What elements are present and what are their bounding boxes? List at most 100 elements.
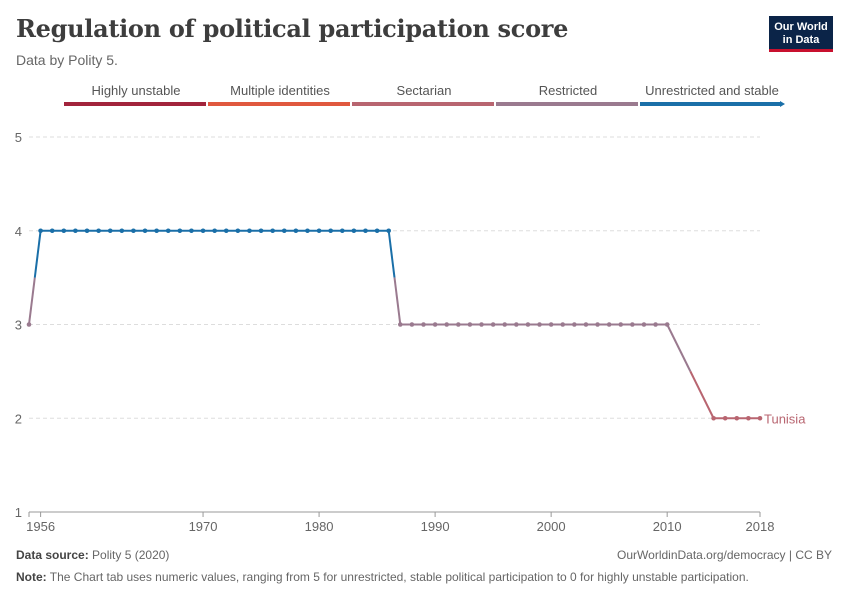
x-tick-label: 2018 — [746, 519, 775, 534]
source-text[interactable]: Polity 5 (2020) — [92, 548, 170, 562]
attribution-link[interactable]: OurWorldinData.org/democracy | CC BY — [617, 548, 832, 562]
data-point — [467, 322, 473, 327]
data-point — [548, 322, 554, 327]
x-tick-label: 2010 — [653, 519, 682, 534]
data-point — [154, 228, 159, 234]
legend-label: Sectarian — [397, 83, 452, 98]
series-segment — [689, 370, 715, 419]
data-point — [722, 415, 728, 421]
data-point — [595, 322, 600, 327]
data-point — [328, 228, 333, 234]
x-tick-label: 2000 — [537, 519, 566, 534]
series-segment — [666, 324, 692, 372]
data-point — [432, 322, 438, 327]
owid-logo[interactable]: Our World in Data — [769, 16, 833, 52]
data-point — [746, 415, 751, 421]
logo-line-1: Our World — [774, 21, 828, 33]
series-label: Tunisia — [764, 411, 806, 426]
x-tick-label: 1980 — [305, 519, 334, 534]
data-point — [653, 322, 658, 327]
data-point — [479, 322, 484, 327]
data-point — [107, 228, 113, 234]
data-point — [618, 322, 624, 327]
legend-label: Unrestricted and stable — [645, 83, 779, 98]
legend-swatch — [208, 102, 350, 106]
data-point — [630, 322, 635, 327]
legend-label: Restricted — [539, 83, 598, 98]
legend-label: Highly unstable — [92, 83, 181, 98]
data-point — [502, 322, 508, 327]
data-point — [235, 228, 241, 234]
data-point — [711, 415, 716, 421]
data-point — [456, 322, 461, 327]
source-label: Data source: — [16, 548, 89, 562]
data-point — [757, 415, 763, 421]
data-point — [351, 228, 357, 234]
data-point — [49, 228, 55, 234]
data-point — [398, 322, 403, 327]
data-point — [339, 228, 345, 234]
line-chart: Highly unstable Multiple identities Sectar… — [15, 83, 806, 534]
data-point — [305, 228, 310, 234]
legend-swatch — [64, 102, 206, 106]
data-point — [142, 228, 148, 234]
legend-label: Multiple identities — [230, 83, 330, 98]
data-point — [200, 228, 206, 234]
data-point — [247, 228, 252, 234]
data-point — [281, 228, 287, 234]
legend-arrow — [780, 101, 785, 107]
data-point — [73, 228, 78, 234]
data-point — [26, 322, 32, 327]
note-label: Note: — [16, 570, 47, 584]
data-point — [421, 322, 426, 327]
data-point — [84, 228, 90, 234]
data-point — [560, 322, 566, 327]
data-point — [409, 322, 415, 327]
data-point — [514, 322, 519, 327]
data-point — [444, 322, 450, 327]
data-point — [664, 322, 670, 327]
x-tick-label: 1970 — [189, 519, 218, 534]
data-source: Data source: Polity 5 (2020) — [16, 548, 169, 562]
y-tick-label: 5 — [15, 130, 22, 145]
data-point — [96, 228, 101, 234]
note-text: The Chart tab uses numeric values, rangi… — [49, 570, 749, 584]
data-point — [583, 322, 589, 327]
series-segment — [33, 230, 42, 278]
series-segment — [28, 277, 36, 325]
x-tick-label: 1990 — [421, 519, 450, 534]
data-point — [734, 415, 740, 421]
data-point — [316, 228, 322, 234]
legend-swatch — [640, 102, 780, 106]
data-point — [386, 228, 391, 234]
data-point — [131, 228, 136, 234]
chart-note: Note: The Chart tab uses numeric values,… — [16, 570, 836, 584]
y-tick-label: 1 — [15, 505, 22, 520]
data-point — [572, 322, 577, 327]
chart-subtitle: Data by Polity 5. — [16, 52, 118, 68]
data-point — [165, 228, 171, 234]
y-tick-label: 4 — [15, 224, 22, 239]
series-segment — [393, 277, 402, 325]
data-point — [537, 322, 542, 327]
legend-swatch — [352, 102, 494, 106]
data-point — [212, 228, 217, 234]
legend-swatch — [496, 102, 638, 106]
series-segment — [387, 230, 396, 278]
x-tick-label: 1956 — [26, 519, 55, 534]
data-point — [374, 228, 380, 234]
y-tick-label: 3 — [15, 318, 22, 333]
data-point — [363, 228, 368, 234]
data-point — [38, 228, 43, 234]
logo-line-2: in Data — [782, 34, 820, 46]
data-point — [606, 322, 612, 327]
data-point — [490, 322, 496, 327]
chart-title: Regulation of political participation sc… — [16, 14, 569, 43]
data-point — [258, 228, 264, 234]
data-point — [641, 322, 647, 327]
data-point — [223, 228, 229, 234]
data-point — [525, 322, 531, 327]
data-point — [270, 228, 275, 234]
data-point — [293, 228, 299, 234]
data-point — [177, 228, 183, 234]
